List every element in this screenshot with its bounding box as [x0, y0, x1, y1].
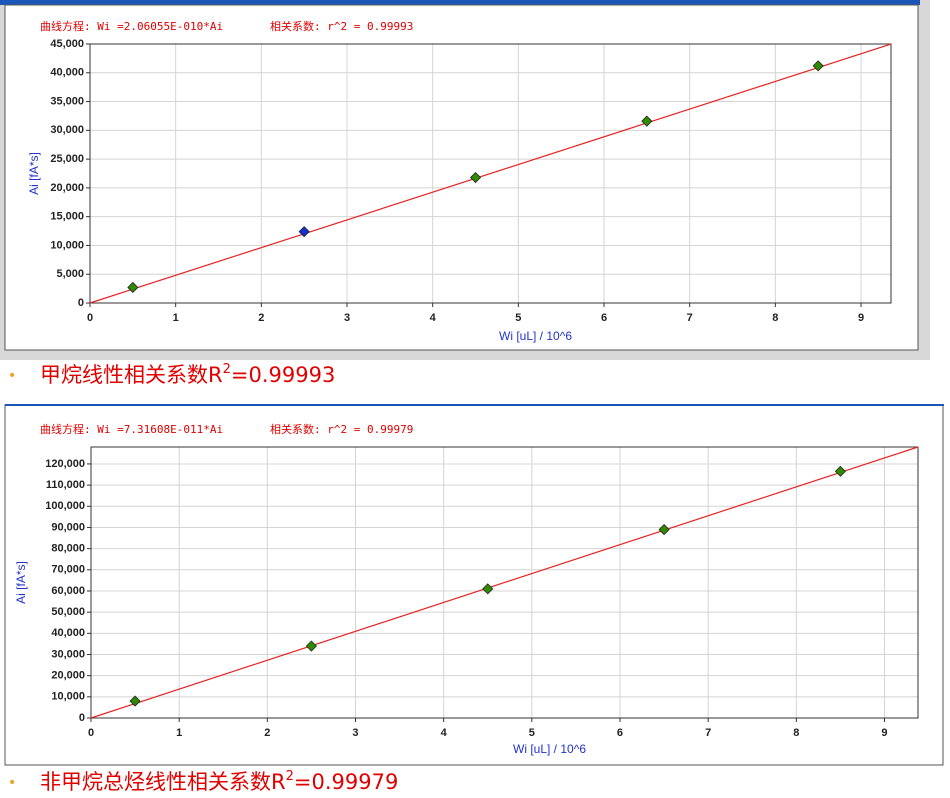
y-tick-label: 100,000	[45, 500, 85, 512]
bullet: •	[8, 775, 16, 791]
caption-text: 非甲烷总烃线性相关系数R	[40, 770, 286, 794]
x-tick-label: 5	[529, 727, 535, 739]
data-point	[641, 115, 653, 127]
x-tick-label: 1	[176, 727, 182, 739]
x-tick-label: 4	[441, 727, 448, 739]
x-tick-label: 6	[601, 312, 607, 324]
y-tick-label: 40,000	[51, 627, 85, 639]
x-tick-label: 5	[515, 312, 521, 324]
y-tick-label: 15,000	[50, 211, 84, 223]
data-point	[298, 226, 310, 238]
chart-subtitle: 相关系数: r^2 = 0.99979	[270, 422, 413, 436]
data-point	[305, 640, 317, 652]
data-point	[812, 60, 824, 72]
x-tick-label: 8	[793, 727, 799, 739]
y-tick-label: 80,000	[51, 543, 85, 555]
x-tick-label: 2	[258, 312, 264, 324]
y-tick-label: 45,000	[50, 38, 84, 50]
x-axis-label: Wi [uL] / 10^6	[513, 742, 586, 756]
y-tick-label: 90,000	[51, 521, 85, 533]
bullet: •	[8, 368, 16, 384]
x-tick-label: 1	[173, 312, 179, 324]
y-tick-label: 0	[79, 712, 85, 724]
y-tick-label: 30,000	[51, 648, 85, 660]
y-tick-label: 60,000	[51, 585, 85, 597]
chart-subtitle: 相关系数: r^2 = 0.99993	[270, 19, 413, 33]
chart-title: 曲线方程: Wi =2.06055E-010*Ai	[40, 19, 223, 33]
x-tick-label: 4	[430, 312, 437, 324]
fit-line	[89, 43, 892, 304]
y-tick-label: 10,000	[51, 691, 85, 703]
y-tick-label: 70,000	[51, 564, 85, 576]
data-point	[658, 524, 670, 536]
caption-text: =0.99979	[294, 770, 398, 794]
x-tick-label: 3	[352, 727, 358, 739]
x-tick-label: 0	[88, 727, 94, 739]
x-axis-label: Wi [uL] / 10^6	[499, 329, 572, 343]
data-point	[482, 583, 494, 595]
y-tick-label: 5,000	[56, 268, 84, 280]
caption: 非甲烷总烃线性相关系数R2=0.99979	[40, 769, 398, 795]
y-tick-label: 20,000	[50, 182, 84, 194]
chart-title: 曲线方程: Wi =7.31608E-011*Ai	[40, 422, 223, 436]
x-tick-label: 7	[687, 312, 693, 324]
y-axis-label: Ai [fA*s]	[27, 152, 41, 195]
caption: 甲烷线性相关系数R2=0.99993	[40, 362, 335, 388]
x-tick-label: 8	[772, 312, 778, 324]
x-tick-label: 2	[264, 727, 270, 739]
y-axis-label: Ai [fA*s]	[14, 561, 28, 604]
data-point	[127, 281, 139, 294]
y-tick-label: 120,000	[45, 458, 85, 470]
y-tick-label: 110,000	[46, 479, 85, 491]
x-tick-label: 3	[344, 312, 350, 324]
y-tick-label: 50,000	[51, 606, 85, 618]
window-titlebar	[0, 0, 920, 5]
caption-text: 甲烷线性相关系数R	[40, 363, 223, 387]
y-tick-label: 0	[78, 297, 84, 309]
y-tick-label: 25,000	[50, 153, 84, 165]
x-tick-label: 6	[617, 727, 623, 739]
y-tick-label: 40,000	[50, 67, 84, 79]
caption-sup: 2	[223, 362, 231, 377]
data-point	[469, 171, 482, 184]
data-point	[834, 465, 846, 477]
y-tick-label: 30,000	[50, 124, 84, 136]
plot-border	[89, 43, 892, 304]
x-tick-label: 9	[858, 312, 864, 324]
y-tick-label: 20,000	[51, 670, 85, 682]
fit-line	[90, 446, 919, 719]
caption-text: =0.99993	[231, 363, 335, 387]
caption-sup: 2	[286, 769, 294, 784]
x-tick-label: 9	[881, 727, 887, 739]
x-tick-label: 7	[705, 727, 711, 739]
y-tick-label: 10,000	[50, 239, 84, 251]
y-tick-label: 35,000	[50, 95, 84, 107]
x-tick-label: 0	[87, 312, 93, 324]
plot-border	[90, 446, 919, 719]
data-point	[129, 695, 141, 707]
